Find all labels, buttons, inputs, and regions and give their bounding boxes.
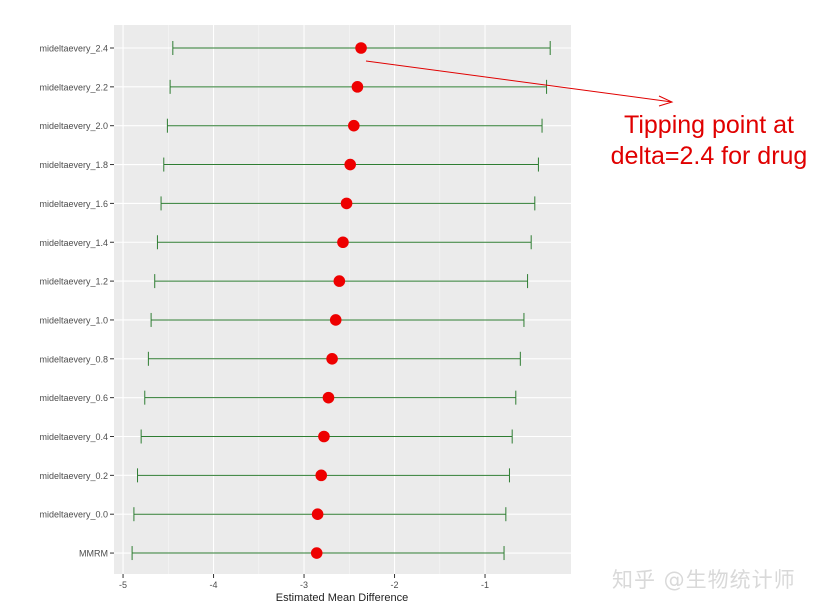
point-estimate: [337, 236, 349, 249]
y-tick-label: mideltaevery_2.0: [39, 121, 108, 131]
y-tick-label: mideltaevery_0.8: [39, 354, 108, 364]
x-tick-label: -2: [391, 580, 399, 590]
point-estimate: [326, 353, 338, 365]
annotation-arrow: [365, 60, 674, 107]
point-estimate: [333, 275, 346, 287]
x-tick-label: -3: [300, 580, 308, 590]
y-tick-label: mideltaevery_2.2: [39, 82, 108, 92]
x-axis-label: Estimated Mean Difference: [276, 592, 408, 604]
watermark: 知乎 @生物统计师: [612, 568, 796, 592]
y-tick-label: mideltaevery_2.4: [39, 44, 108, 54]
x-tick-labels: -5 -4 -3 -2 -1: [119, 574, 489, 590]
point-estimate: [355, 42, 367, 54]
y-tick-label: mideltaevery_1.8: [39, 160, 108, 170]
annotation-line-1: Tipping point at: [623, 111, 795, 139]
annotation-line-2: delta=2.4 for drug: [610, 142, 808, 170]
point-estimate: [348, 119, 360, 132]
y-tick-label: mideltaevery_1.0: [39, 315, 108, 325]
x-tick-label: -1: [481, 580, 489, 590]
y-tick-label: mideltaevery_0.6: [39, 393, 108, 403]
y-tick-label: mideltaevery_1.2: [39, 277, 108, 287]
point-estimate: [351, 81, 364, 93]
y-tick-label: mideltaevery_1.6: [39, 199, 108, 209]
y-tick-label: mideltaevery_1.4: [39, 238, 108, 248]
x-tick-label: -5: [119, 580, 127, 590]
y-tick-label: mideltaevery_0.4: [39, 432, 108, 442]
point-estimates: [310, 42, 367, 559]
x-tick-label: -4: [210, 580, 218, 590]
point-estimate: [310, 547, 323, 559]
y-tick-label: MMRM: [79, 549, 108, 559]
point-estimate: [344, 158, 356, 171]
point-estimate: [318, 430, 330, 443]
y-tick-labels: mideltaevery_2.4 mideltaevery_2.2 mideltae…: [39, 44, 114, 559]
plot-panel: [114, 25, 571, 574]
point-estimate: [315, 469, 328, 482]
tipping-point-annotation: Tipping point at delta=2.4 for drug: [598, 110, 820, 172]
point-estimate: [329, 314, 342, 326]
point-estimate: [311, 508, 324, 520]
y-tick-label: mideltaevery_0.2: [39, 471, 108, 481]
y-tick-label: mideltaevery_0.0: [39, 510, 108, 520]
point-estimate: [340, 197, 353, 210]
point-estimate: [322, 391, 335, 404]
